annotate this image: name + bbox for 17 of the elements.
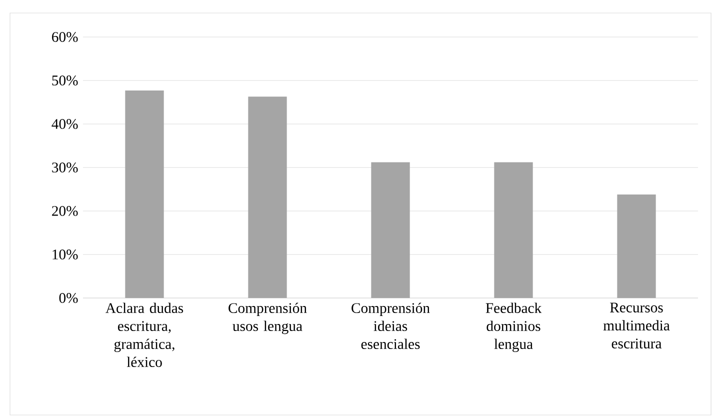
x-tick-label: Recursos multimedia escritura: [603, 302, 670, 348]
y-tick-label: 20%: [52, 206, 78, 216]
y-tick-label: 50%: [52, 76, 78, 86]
bar: [125, 90, 164, 298]
x-tick-label: Feedback dominios lengua: [486, 302, 542, 352]
y-tick-label: 10%: [52, 250, 78, 260]
y-tick-label: 60%: [52, 32, 78, 42]
y-tick-label: 0%: [59, 293, 78, 303]
x-tick-label: Comprensión usos lengua: [228, 302, 307, 334]
y-tick-label: 30%: [52, 162, 78, 172]
x-tick-label: Aclara dudas escritura, gramática, léxico: [106, 302, 184, 368]
bar: [248, 96, 287, 298]
bar: [617, 194, 656, 298]
bar: [494, 162, 533, 298]
bar: [371, 162, 410, 298]
y-tick-label: 40%: [52, 119, 78, 129]
x-tick-label: Comprensión ideias esenciales: [352, 302, 430, 350]
